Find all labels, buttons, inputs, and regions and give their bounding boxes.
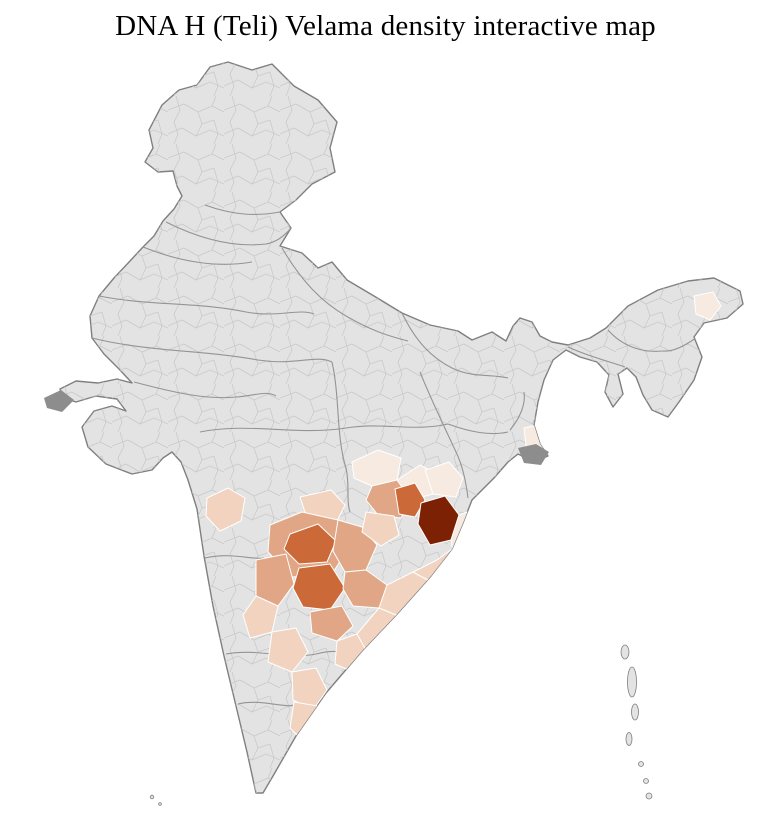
density-districts [205,291,722,745]
district[interactable] [361,511,400,547]
page-title: DNA H (Teli) Velama density interactive … [115,10,656,42]
dark-patches [44,390,549,465]
district[interactable] [291,667,328,711]
india-landmass [44,61,744,794]
district[interactable] [242,595,279,639]
dark-patch-kutch [44,390,74,412]
district[interactable] [309,605,354,642]
district[interactable] [693,291,722,321]
island [625,732,633,746]
island [627,666,637,698]
island [638,761,644,767]
state-borders [91,204,697,707]
andaman-nicobar-islands [620,644,653,800]
district[interactable] [267,627,309,673]
dark-patch-sundarbans [518,444,549,465]
district[interactable] [255,553,295,607]
island [620,644,630,660]
island [158,802,162,806]
district[interactable] [205,487,246,532]
island [149,794,155,800]
island [643,778,649,784]
lakshadweep-islands [149,794,162,806]
district[interactable] [283,523,337,565]
island [645,792,653,800]
district[interactable] [424,461,464,498]
district-boundaries-texture [60,62,743,793]
island [631,703,639,721]
